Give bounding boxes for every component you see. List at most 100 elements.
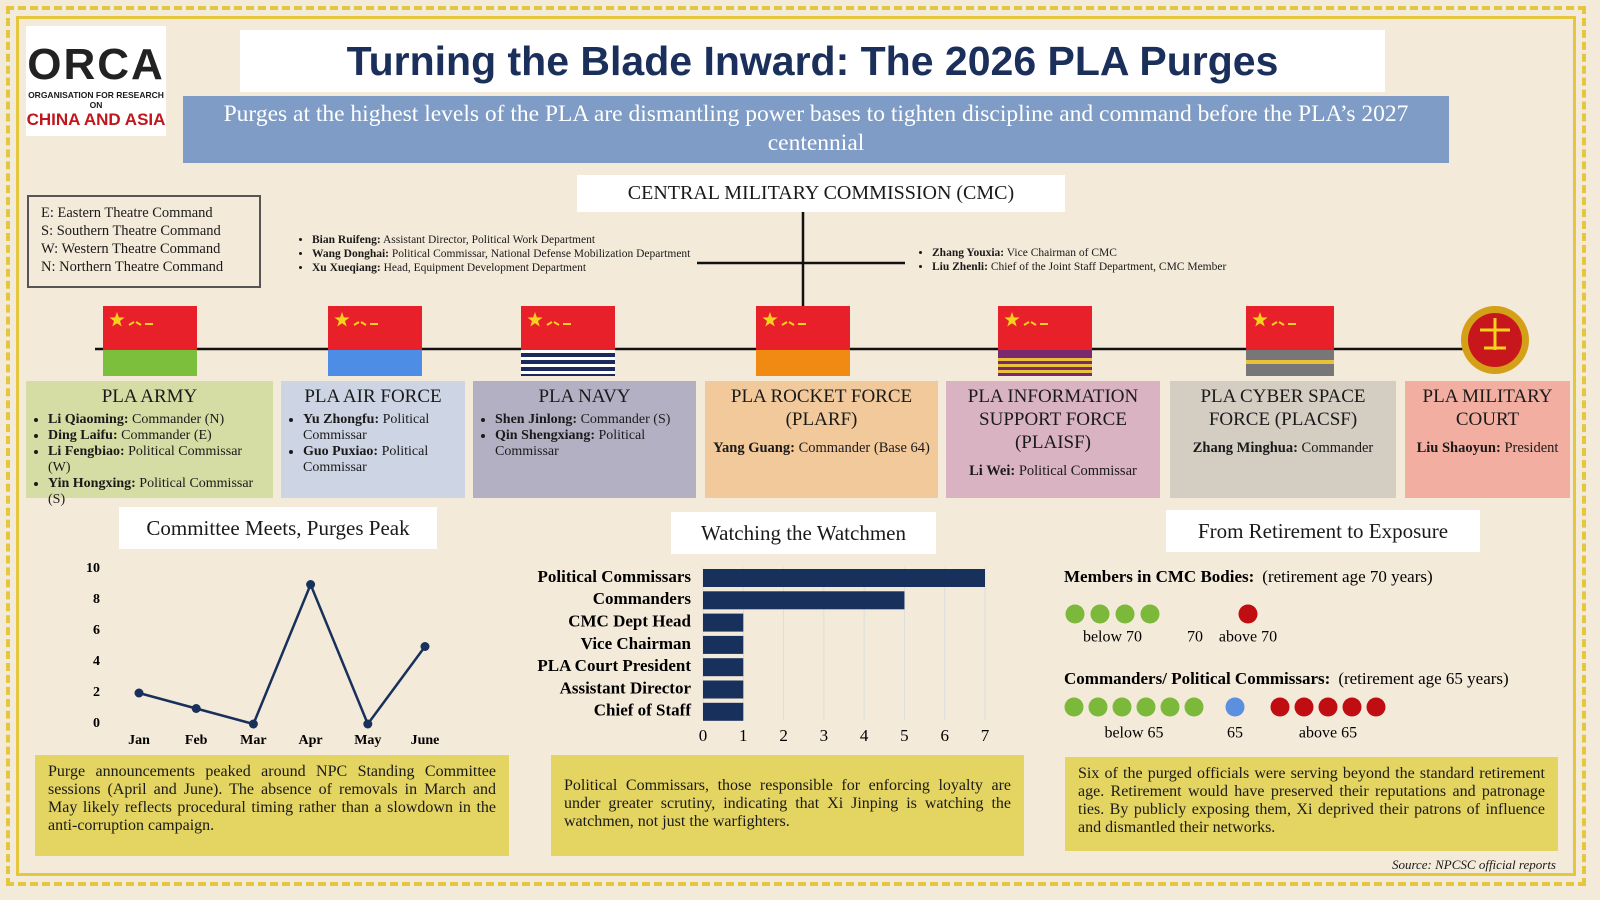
x-tick-label: 5 bbox=[900, 726, 909, 745]
member: Shen Jinlong: Commander (S) bbox=[495, 412, 690, 428]
y-tick-label: 8 bbox=[93, 592, 100, 607]
cmc-list: Zhang Youxia: Vice Chairman of CMCLiu Zh… bbox=[916, 246, 1336, 274]
count-dot bbox=[1318, 697, 1338, 717]
data-line bbox=[138, 581, 427, 727]
count-label: above 65 bbox=[1299, 725, 1357, 742]
member: Li Qiaoming: Commander (N) bbox=[48, 412, 267, 428]
member-name: Li Qiaoming: bbox=[48, 412, 129, 427]
count-dot bbox=[1342, 697, 1362, 717]
border bbox=[6, 6, 1586, 886]
count-dot bbox=[1112, 697, 1132, 717]
flag-stripe bbox=[521, 350, 615, 353]
x-tick-label: Feb bbox=[185, 733, 208, 748]
flag-stripe bbox=[328, 350, 422, 376]
member: Ding Laifu: Commander (E) bbox=[48, 428, 267, 444]
member-role: Political Commissar bbox=[303, 444, 429, 475]
flag-star bbox=[334, 312, 350, 327]
branch-title: PLA ROCKET FORCE (PLARF) bbox=[730, 386, 913, 430]
member-name: Bian Ruifeng: bbox=[312, 234, 381, 246]
flag-stripe bbox=[521, 371, 615, 374]
x-tick-label: 3 bbox=[820, 726, 829, 745]
count-dot bbox=[1184, 697, 1204, 717]
member-role: Commander (E) bbox=[121, 428, 212, 443]
member-role: Commander bbox=[1301, 440, 1374, 456]
count-label: below 70 bbox=[1083, 629, 1142, 646]
member: Li Fengbiao: Political Commissar (W) bbox=[48, 444, 267, 476]
flag bbox=[998, 306, 1092, 350]
flag-stripe bbox=[1246, 360, 1334, 364]
group-label-main: Commanders/ Political Commissars: bbox=[1064, 669, 1330, 688]
flag-star bbox=[762, 312, 778, 327]
count-label: 70 bbox=[1187, 629, 1203, 646]
branch-box: PLA NAVY Shen Jinlong: Commander (S)Qin S… bbox=[473, 381, 696, 498]
y-tick-label: Political Commissars bbox=[538, 567, 692, 586]
branch-box: PLA INFORMATION SUPPORT FORCE (PLAISF) Li… bbox=[946, 381, 1160, 498]
branch-title: PLA MILITARY COURT bbox=[1422, 386, 1553, 430]
count-dot bbox=[1065, 604, 1085, 624]
group-note: (retirement age 65 years) bbox=[1338, 669, 1508, 688]
group-label: Commanders/ Political Commissars: (retire… bbox=[1064, 669, 1509, 688]
member-name: Liu Shaoyun: bbox=[1416, 440, 1501, 456]
flag-stripe bbox=[521, 357, 615, 360]
section-title: Committee Meets, Purges Peak bbox=[119, 507, 437, 549]
branch-box: PLA MILITARY COURT Liu Shaoyun: President bbox=[1405, 381, 1570, 498]
y-tick-label: Commanders bbox=[593, 589, 692, 608]
logo-sub: CHINA AND ASIA bbox=[26, 110, 166, 129]
bar bbox=[703, 613, 744, 632]
data-point bbox=[134, 688, 144, 698]
section-title: From Retirement to Exposure bbox=[1166, 510, 1480, 552]
caption: Political Commissars, those responsible … bbox=[551, 755, 1024, 856]
member-role: Political Commissar bbox=[1018, 463, 1137, 479]
flag-stripe bbox=[521, 374, 615, 376]
x-tick-label: 7 bbox=[981, 726, 990, 745]
flag-stripe bbox=[521, 360, 615, 364]
caption: Six of the purged officials were serving… bbox=[1065, 757, 1558, 851]
y-tick-label: 10 bbox=[86, 561, 100, 576]
branch-title: PLA ARMY bbox=[101, 386, 198, 407]
flag-stripe bbox=[521, 367, 615, 371]
flag-emblem bbox=[781, 321, 806, 326]
count-dot bbox=[1064, 697, 1084, 717]
flag-stripe bbox=[998, 350, 1092, 358]
flag bbox=[521, 306, 615, 350]
branch-title: PLA CYBER SPACE FORCE (PLACSF) bbox=[1200, 386, 1366, 430]
flag-emblem bbox=[546, 321, 571, 326]
flag-stripe bbox=[998, 361, 1092, 364]
y-tick-label: 2 bbox=[93, 685, 100, 700]
member-role: Commander (S) bbox=[580, 412, 671, 427]
member-role: President bbox=[1504, 440, 1559, 456]
legend: E: Eastern Theatre Command S: Southern Th… bbox=[27, 195, 261, 288]
subtitle: Purges at the highest levels of the PLA … bbox=[183, 96, 1449, 163]
caption: Purge announcements peaked around NPC St… bbox=[35, 755, 509, 856]
flag-stripe bbox=[521, 364, 615, 367]
flag-star bbox=[527, 312, 543, 327]
flag-star bbox=[1252, 312, 1268, 327]
border bbox=[16, 16, 1576, 876]
y-tick-label: Vice Chairman bbox=[581, 634, 692, 653]
x-tick-label: Jan bbox=[128, 733, 150, 748]
group-label: Members in CMC Bodies: (retirement age 70… bbox=[1064, 567, 1433, 586]
flag-stripe bbox=[756, 350, 850, 376]
flag-stripe bbox=[998, 358, 1092, 361]
member: Liu Shaoyun: President bbox=[1411, 439, 1564, 457]
group-note: (retirement age 70 years) bbox=[1262, 567, 1432, 586]
legend-entry: E: Eastern Theatre Command bbox=[41, 205, 213, 221]
flag-stripe bbox=[998, 364, 1092, 367]
count-dot bbox=[1160, 697, 1180, 717]
flag-emblem bbox=[1271, 321, 1296, 326]
y-tick-label: Chief of Staff bbox=[594, 701, 692, 720]
y-tick-label: 6 bbox=[93, 623, 100, 638]
y-tick-label: PLA Court President bbox=[537, 656, 691, 675]
x-tick-label: May bbox=[354, 733, 381, 748]
member: Yu Zhongfu: Political Commissar bbox=[303, 412, 459, 444]
member-list: Shen Jinlong: Commander (S)Qin Shengxian… bbox=[479, 412, 690, 460]
member-name: Wang Donghai: bbox=[312, 248, 390, 260]
x-tick-label: 2 bbox=[779, 726, 788, 745]
count-dot bbox=[1294, 697, 1314, 717]
member-name: Yu Zhongfu: bbox=[303, 412, 380, 427]
cmc-member: Liu Zhenli: Chief of the Joint Staff Dep… bbox=[932, 260, 1336, 274]
flag-stripe bbox=[998, 367, 1092, 370]
member-list: Li Qiaoming: Commander (N)Ding Laifu: Co… bbox=[32, 412, 267, 508]
member-name: Zhang Minghua: bbox=[1192, 440, 1298, 456]
